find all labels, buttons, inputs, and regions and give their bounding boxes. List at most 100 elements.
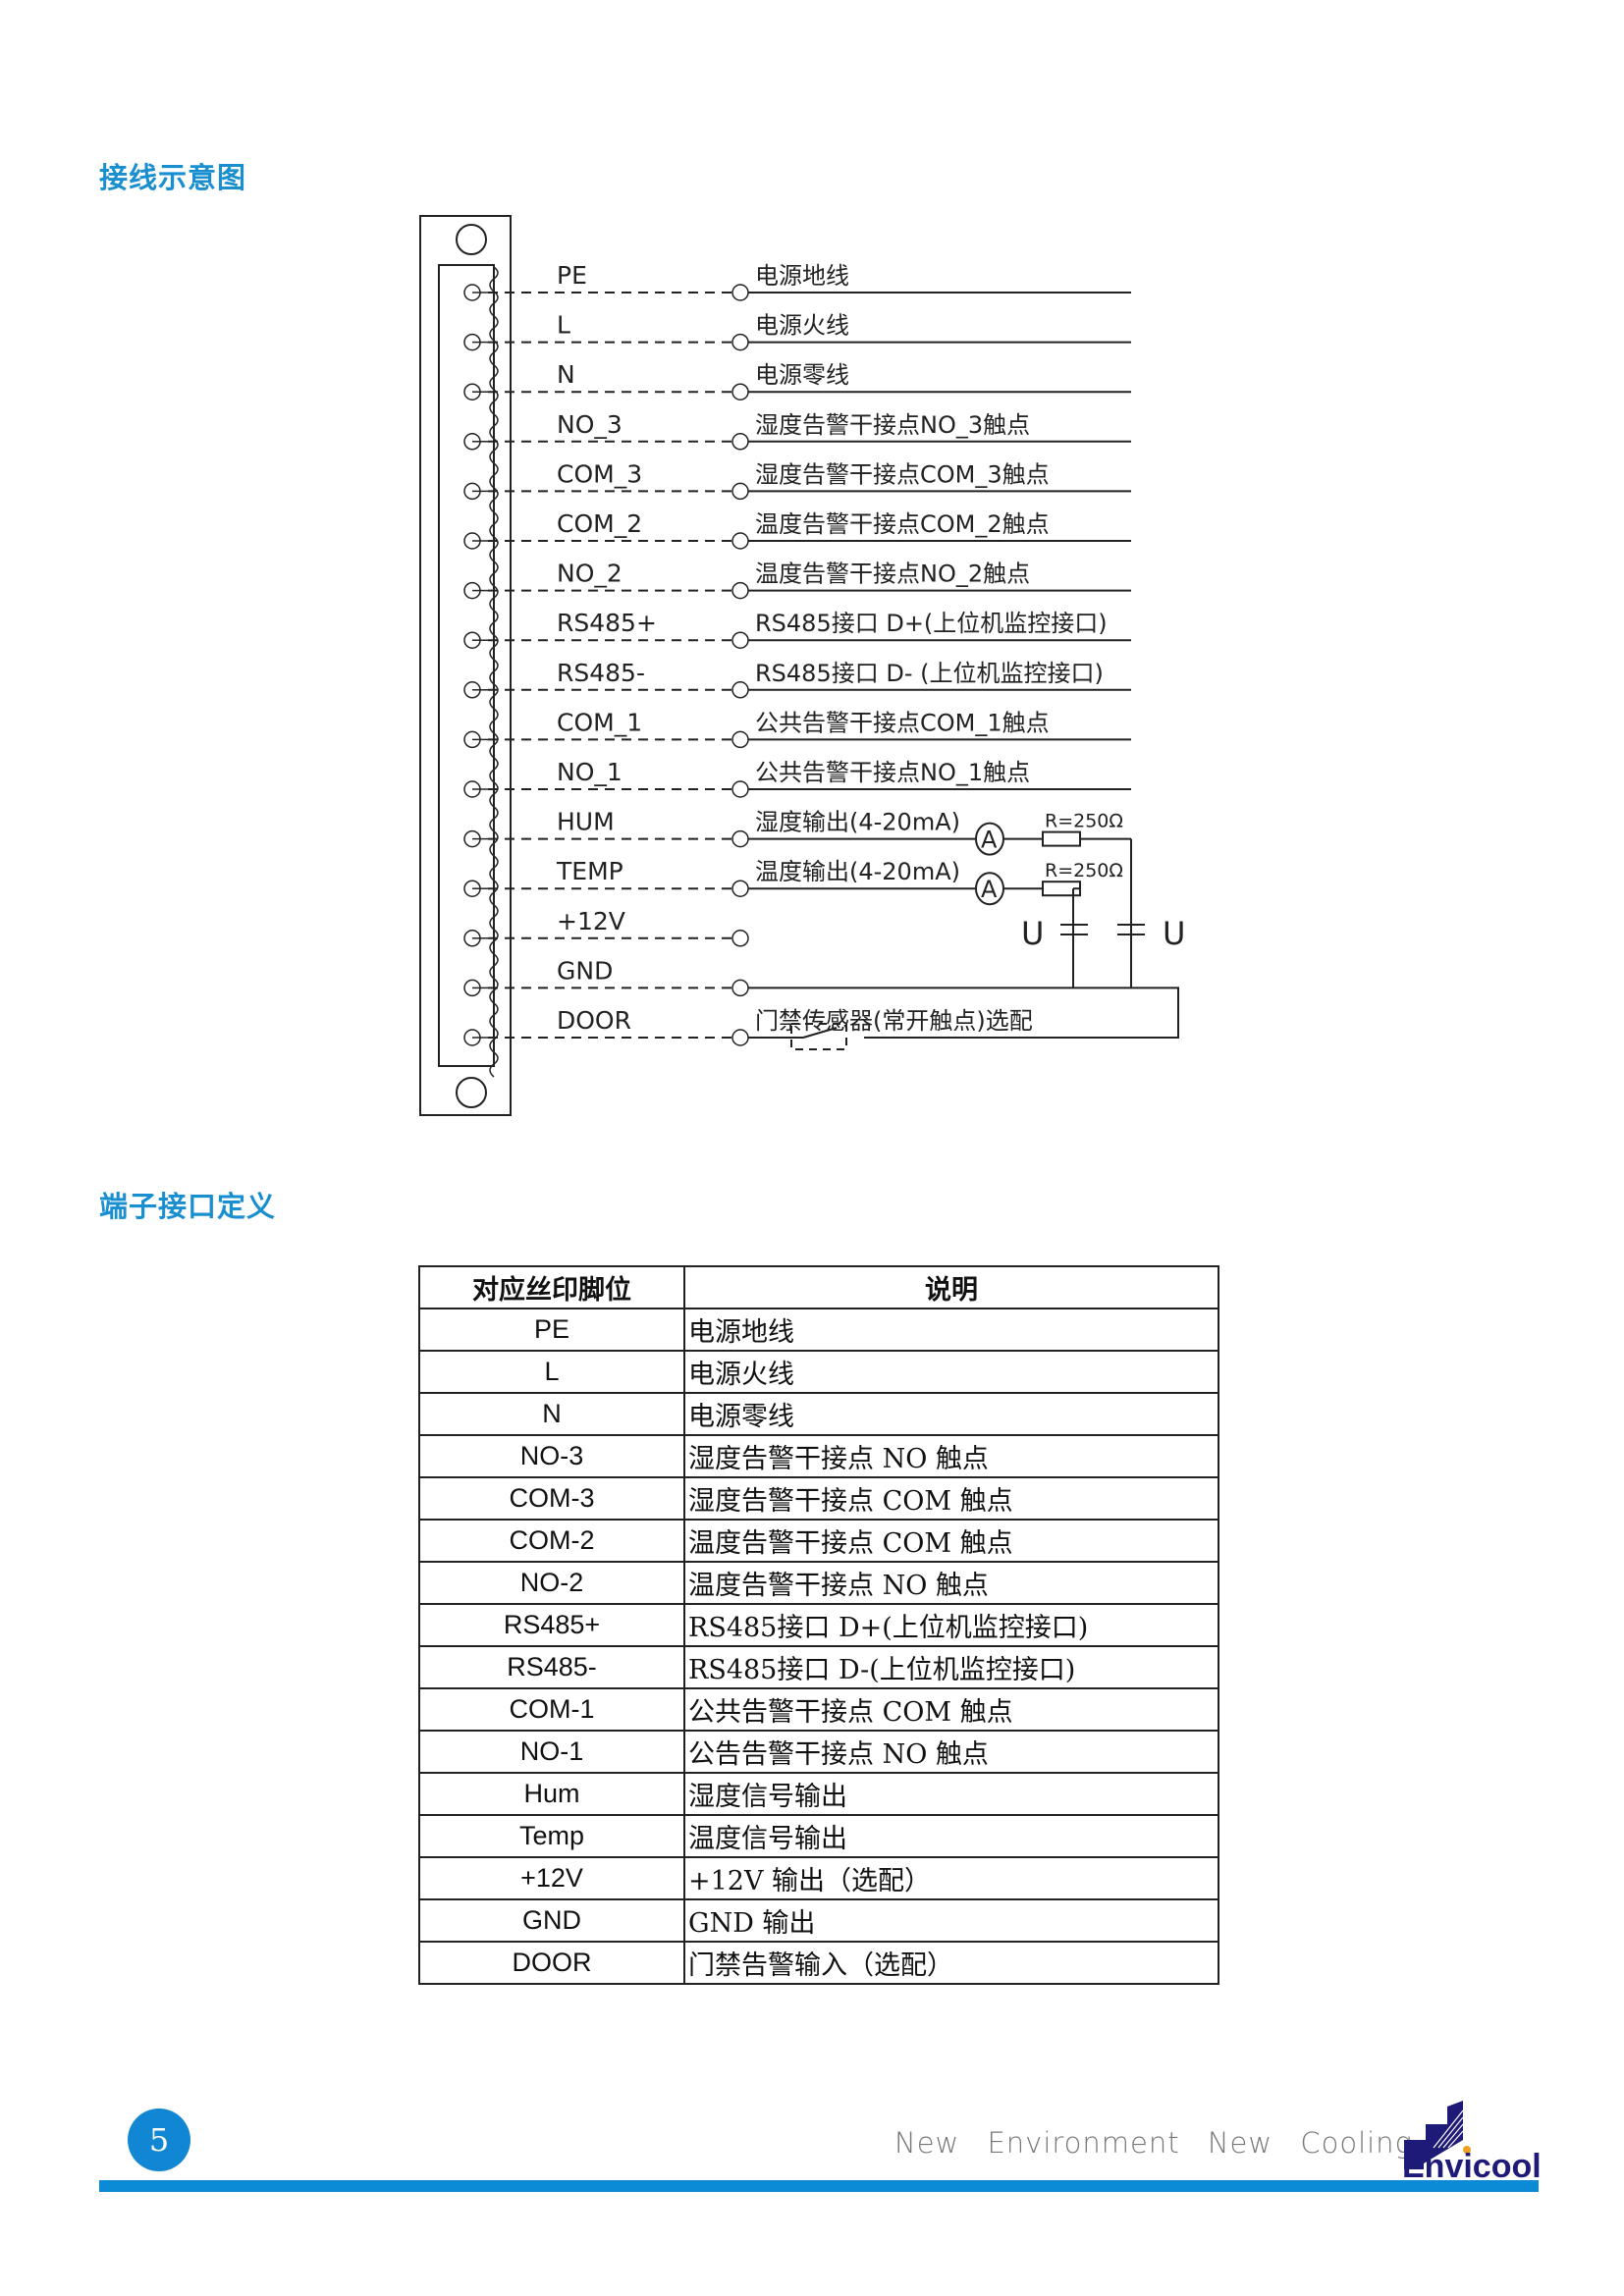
pin-cell: GND [418,1898,685,1943]
description-cell: 电源火线 [683,1350,1219,1394]
terminal-definition-heading: 端子接口定义 [99,1190,277,1223]
description-cell: 湿度信号输出 [683,1772,1219,1816]
terminal-point-icon [731,681,749,699]
pin-label: RS485- [557,659,645,687]
pin-description: 电源零线 [755,361,849,389]
terminal-point-icon [731,930,749,947]
pin-description: 公共告警干接点NO_1触点 [755,759,1030,786]
pin-cell: NO-1 [418,1730,685,1774]
pin-label: COM_1 [557,708,642,736]
pin-label: COM_2 [557,509,642,538]
table-row: COM-3 湿度告警干接点 COM 触点 [418,1476,1219,1521]
terminal-point-icon [731,730,749,749]
pin-cell: PE [418,1308,685,1352]
ammeter-label: A [981,876,998,903]
pin-label: GND [557,956,613,985]
table-row: NO-2 温度告警干接点 NO 触点 [418,1561,1219,1605]
footer-accent-bar [99,2180,1539,2192]
table-row: COM-2 温度告警干接点 COM 触点 [418,1519,1219,1563]
pin-description: 门禁传感器(常开触点)选配 [755,1007,1033,1035]
header-pin: 对应丝印脚位 [418,1265,685,1309]
pin-label: NO_2 [557,560,623,588]
pin-label: PE [557,261,587,290]
description-cell: 电源地线 [683,1308,1219,1352]
pin-description: 温度告警干接点NO_2触点 [755,561,1030,588]
terminal-point-icon [731,979,749,997]
description-cell: GND 输出 [683,1898,1219,1943]
pin-cell: RS485+ [418,1603,685,1647]
pin-description: 温度输出(4-20mA) [755,858,960,885]
description-cell: RS485接口 D-(上位机监控接口) [683,1645,1219,1689]
table-row: RS485- RS485接口 D-(上位机监控接口) [418,1645,1219,1689]
pin-cell: Temp [418,1814,685,1858]
pin-description: 湿度告警干接点NO_3触点 [755,411,1030,439]
pin-description: 温度告警干接点COM_2触点 [755,510,1050,538]
page-number-badge: 5 [128,2109,190,2171]
door-switch-icon [790,1023,847,1050]
mount-hole-icon [456,1077,487,1108]
table-row: GND GND 输出 [418,1898,1219,1943]
pin-description: RS485接口 D+(上位机监控接口) [755,610,1108,637]
pin-cell: N [418,1392,685,1436]
pin-cell: NO-3 [418,1434,685,1478]
table-row: RS485+ RS485接口 D+(上位机监控接口) [418,1603,1219,1647]
terminal-point-icon [731,829,749,848]
description-cell: 门禁告警输入（选配） [683,1941,1219,1985]
pin-label: L [557,311,570,340]
table-row: PE 电源地线 [418,1308,1219,1352]
description-cell: 湿度告警干接点 COM 触点 [683,1476,1219,1521]
pin-label: RS485+ [557,609,657,637]
footer-slogan: New Environment New Cooling [894,2126,1413,2160]
resistor-label: R=250Ω [1045,860,1123,881]
door-sensor-loop [748,987,1179,1039]
switch-contact [802,1027,838,1039]
table-row: Temp 温度信号输出 [418,1814,1219,1858]
pin-cell: NO-2 [418,1561,685,1605]
resistor-label: R=250Ω [1045,811,1123,832]
table-row: +12V +12V 输出（选配） [418,1856,1219,1900]
header-description: 说明 [683,1265,1219,1309]
description-cell: 公告告警干接点 NO 触点 [683,1730,1219,1774]
pin-cell: COM-2 [418,1519,685,1563]
terminal-wavy-edge [489,266,499,1078]
voltage-label: U [1163,915,1185,952]
description-cell: 温度告警干接点 NO 触点 [683,1561,1219,1605]
terminal-point-icon [731,333,749,351]
resistor-icon [1042,830,1081,847]
pin-cell: DOOR [418,1941,685,1985]
table-row: NO-1 公告告警干接点 NO 触点 [418,1730,1219,1774]
description-cell: RS485接口 D+(上位机监控接口) [683,1603,1219,1647]
terminal-point-icon [731,284,749,301]
table-row: DOOR 门禁告警输入（选配） [418,1941,1219,1985]
logo-text: Envicool [1402,2148,1542,2179]
table-row: Hum 湿度信号输出 [418,1772,1219,1816]
terminal-point-icon [731,1029,749,1046]
terminal-strip [438,264,495,1067]
pin-description: RS485接口 D- (上位机监控接口) [755,660,1104,687]
table-row: NO-3 湿度告警干接点 NO 触点 [418,1434,1219,1478]
pin-description: 公共告警干接点COM_1触点 [755,709,1050,736]
table-header-row: 对应丝印脚位 说明 [418,1265,1219,1309]
description-cell: 温度信号输出 [683,1814,1219,1858]
table-row: COM-1 公共告警干接点 COM 触点 [418,1687,1219,1732]
terminal-point-icon [731,631,749,649]
terminal-point-icon [731,532,749,550]
pin-cell: Hum [418,1772,685,1816]
description-cell: 公共告警干接点 COM 触点 [683,1687,1219,1732]
pin-label: HUM [557,808,615,836]
terminal-block [419,215,512,1116]
table-row: L 电源火线 [418,1350,1219,1394]
mount-hole-icon [456,224,487,255]
terminal-point-icon [731,780,749,798]
pin-cell: +12V [418,1856,685,1900]
description-cell: +12V 输出（选配） [683,1856,1219,1900]
pin-description: 电源火线 [755,312,849,340]
pin-description: 湿度告警干接点COM_3触点 [755,460,1050,488]
pin-description: 湿度输出(4-20mA) [755,809,960,836]
description-cell: 温度告警干接点 COM 触点 [683,1519,1219,1563]
wiring-diagram: PE 电源地线 L 电源火线 N 电源零线 NO_3 湿度告警干接点NO_3触点 COM_3 湿度… [419,215,1185,1116]
pin-label: COM_3 [557,459,642,488]
envicool-logo: Envicool [1402,2101,1542,2179]
pin-label: NO_1 [557,758,623,786]
terminal-point-icon [731,383,749,400]
